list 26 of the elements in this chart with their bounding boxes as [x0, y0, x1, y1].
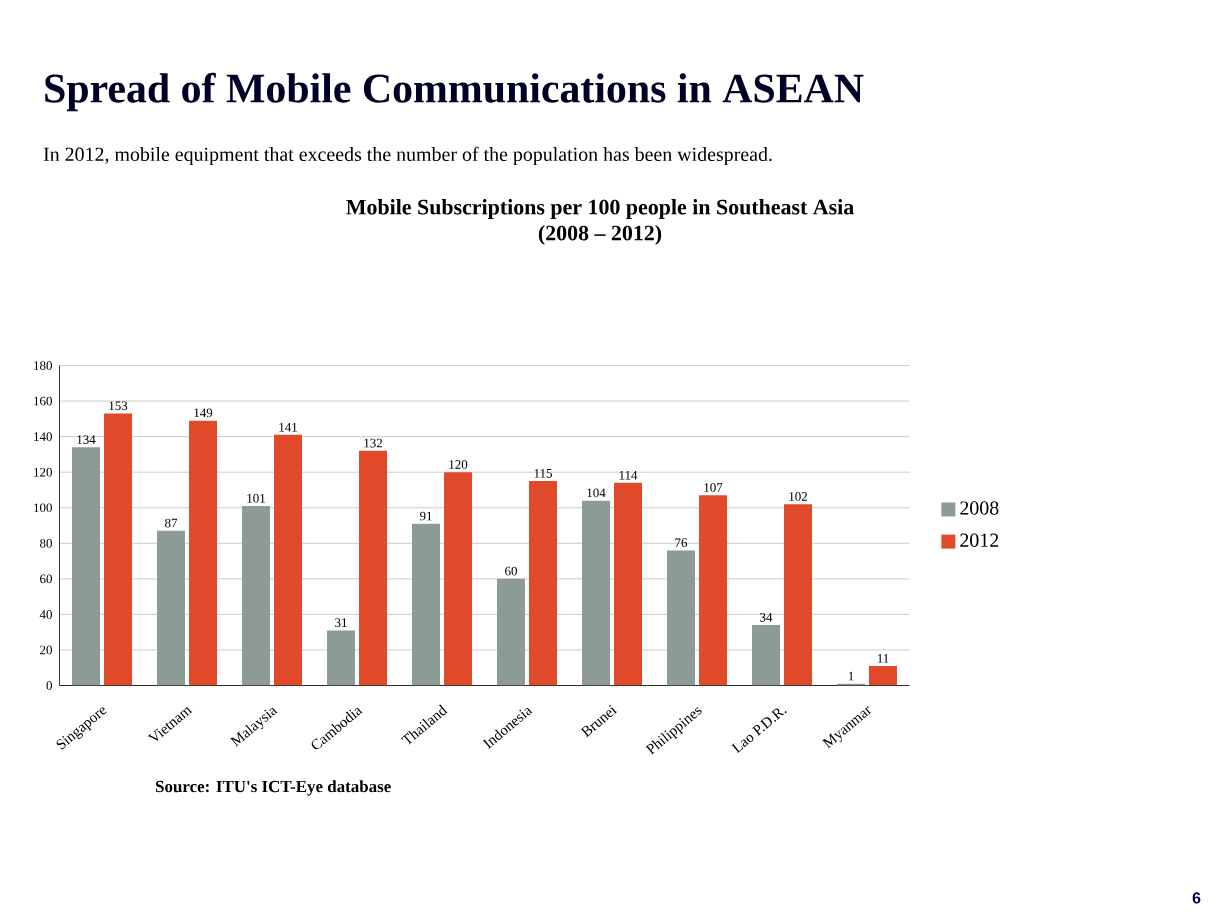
bar — [614, 482, 643, 686]
bar — [784, 504, 813, 686]
bar — [189, 420, 218, 686]
bar — [242, 505, 271, 686]
legend-label: 2008 — [960, 501, 999, 515]
bar — [157, 530, 186, 686]
text: In 2012, mobile equipment that exceeds the number of the population has been widespread. — [43, 146, 772, 166]
bar — [752, 625, 781, 686]
bar — [582, 500, 611, 686]
bar — [444, 472, 473, 686]
bar — [412, 523, 441, 686]
bar — [72, 447, 101, 686]
text: Spread of Mobile Communications in ASEAN — [45, 72, 864, 112]
bar — [699, 495, 728, 686]
bar — [359, 450, 388, 686]
bar — [869, 665, 898, 686]
legend-label: 2012 — [960, 533, 999, 547]
source-note: Source: ITU's ICT-Eye database — [155, 780, 391, 796]
bar — [327, 630, 356, 686]
bar — [529, 481, 558, 686]
chart-title: Mobile Subscriptions per 100 people in Southeast Asia — [346, 199, 854, 219]
bar — [667, 550, 696, 686]
bar — [497, 578, 526, 686]
chart-subtitle: (2008 – 2012) — [538, 225, 662, 245]
bar — [104, 413, 133, 686]
bar — [274, 434, 303, 686]
